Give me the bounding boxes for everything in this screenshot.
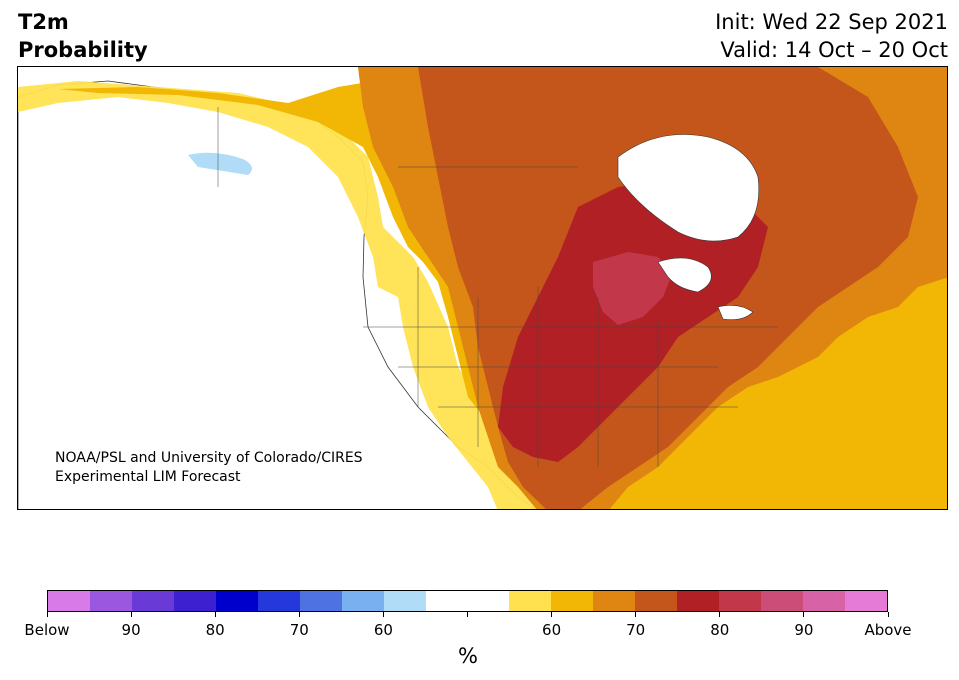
colorbar-tick-label: Above: [864, 621, 912, 639]
colorbar-tick: [803, 612, 805, 617]
colorbar-cell: [845, 591, 888, 611]
colorbar-tick-label: 70: [289, 621, 309, 639]
colorbar-cell: [131, 591, 174, 611]
colorbar-tick-label: 90: [794, 621, 814, 639]
colorbar-tick-label: 60: [373, 621, 393, 639]
colorbar-tick: [467, 612, 468, 617]
colorbar-tick: [46, 612, 48, 617]
colorbar-tick: [382, 612, 384, 617]
colorbar-cell: [299, 591, 342, 611]
colorbar-cell: [173, 591, 216, 611]
colorbar-cell: [467, 591, 510, 611]
title-line-variable: T2m: [18, 10, 69, 34]
colorbar-tick: [887, 612, 889, 617]
forecast-dates: Init: Wed 22 Sep 2021 Valid: 14 Oct – 20…: [715, 8, 948, 64]
credit-line-product: Experimental LIM Forecast: [55, 469, 241, 485]
colorbar-tick-label: 70: [626, 621, 646, 639]
colorbar-tick: [551, 612, 553, 617]
colorbar-tick-label: 80: [710, 621, 730, 639]
above-90-region: [498, 182, 768, 462]
map-graphic: [18, 67, 947, 509]
hudson-bay: [617, 134, 760, 242]
colorbar-tick-label: 60: [542, 621, 562, 639]
colorbar-cell: [341, 591, 384, 611]
title-line-type: Probability: [18, 38, 148, 62]
colorbar-tick: [130, 612, 132, 617]
colorbar-cell: [593, 591, 636, 611]
colorbar-cell: [383, 591, 426, 611]
colorbar-tick: [719, 612, 721, 617]
above-50-region: [18, 81, 577, 509]
colorbar-cell: [635, 591, 678, 611]
great-lakes: [657, 257, 754, 320]
colorbar-cell: [677, 591, 720, 611]
colorbar-tick-label: 80: [205, 621, 225, 639]
probability-map: [17, 66, 948, 510]
colorbar-cell: [509, 591, 552, 611]
below-60-region-alaska: [188, 152, 252, 175]
colorbar: [47, 590, 888, 612]
above-95-region: [593, 252, 673, 325]
boundary-lines: [217, 107, 778, 467]
colorbar-tick: [298, 612, 300, 617]
colorbar-cell: [89, 591, 132, 611]
colorbar-tick-label: Below: [24, 621, 70, 639]
valid-dates: Valid: 14 Oct – 20 Oct: [720, 38, 948, 62]
map-title: T2m Probability: [18, 8, 148, 64]
colorbar-cell: [425, 591, 468, 611]
colorbar-units: %: [458, 644, 478, 668]
init-date: Init: Wed 22 Sep 2021: [715, 10, 948, 34]
colorbar-cell: [719, 591, 762, 611]
colorbar-tick: [635, 612, 637, 617]
map-credit: NOAA/PSL and University of Colorado/CIRE…: [55, 449, 363, 487]
credit-line-org: NOAA/PSL and University of Colorado/CIRE…: [55, 450, 363, 466]
colorbar-cell: [257, 591, 300, 611]
colorbar-cell: [803, 591, 846, 611]
colorbar-tick: [214, 612, 216, 617]
colorbar-cell: [761, 591, 804, 611]
colorbar-cell: [48, 591, 90, 611]
colorbar-cell: [215, 591, 258, 611]
colorbar-cell: [551, 591, 594, 611]
colorbar-tick-label: 90: [121, 621, 141, 639]
